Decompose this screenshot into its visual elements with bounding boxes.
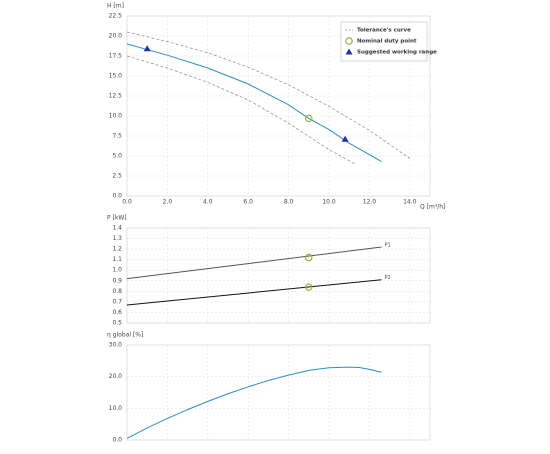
legend-swatch (345, 48, 353, 55)
y-axis-label: H [m] (107, 3, 124, 10)
y-tick-label: 0.0 (112, 437, 122, 444)
curve (126, 366, 382, 439)
x-tick-label: 12.0 (363, 199, 377, 206)
y-tick-label: 0.9 (112, 277, 122, 284)
y-tick-label: 0.0 (112, 193, 122, 200)
series-label: P2 (385, 275, 391, 281)
y-tick-label: 7.5 (112, 133, 122, 140)
x-tick-label: 6.0 (243, 199, 253, 206)
y-tick-label: 30.0 (109, 342, 123, 349)
curve (126, 43, 382, 163)
y-tick-label: 15.0 (109, 73, 123, 80)
y-tick-label: 2.5 (112, 173, 122, 180)
legend-label: Tolerance's curve (357, 28, 411, 34)
legend-label: Nominal duty point (357, 39, 417, 45)
curve (126, 55, 356, 165)
x-tick-label: 2.0 (163, 199, 173, 206)
x-tick-label: 10.0 (322, 199, 336, 206)
plot-area (126, 227, 431, 324)
marker (143, 45, 151, 52)
y-tick-label: 12.5 (109, 93, 123, 100)
y-tick-label: 10.0 (109, 113, 123, 120)
y-tick-label: 1.0 (112, 267, 122, 274)
x-tick-label: 8.0 (284, 199, 294, 206)
y-axis-label: η global [%] (107, 332, 143, 339)
y-tick-label: 1.2 (112, 246, 122, 253)
y-tick-label: 5.0 (112, 153, 122, 160)
y-tick-label: 10.0 (109, 405, 123, 412)
y-tick-label: 0.5 (112, 320, 122, 327)
marker (305, 253, 313, 262)
marker (305, 283, 313, 291)
curve (126, 279, 382, 306)
series-label: P1 (385, 243, 391, 249)
curve (126, 246, 382, 280)
y-tick-label: 0.7 (112, 298, 122, 305)
y-tick-label: 0.8 (112, 288, 122, 295)
x-tick-label: 0.0 (122, 199, 132, 206)
y-axis-label: P [kW] (107, 215, 127, 222)
plot-area (126, 344, 431, 441)
y-tick-label: 0.6 (112, 309, 122, 316)
legend-label: Suggested working range (357, 50, 437, 56)
x-tick-label: 14.0 (403, 199, 417, 206)
y-tick-label: 1.3 (112, 235, 122, 242)
y-tick-label: 17.5 (109, 53, 123, 60)
y-tick-label: 1.4 (112, 225, 122, 232)
y-tick-label: 22.5 (109, 13, 123, 20)
y-tick-label: 20.0 (109, 373, 123, 380)
y-tick-label: 20.0 (109, 33, 123, 40)
x-axis-label: Q [m³/h] (420, 204, 445, 211)
legend-swatch (345, 37, 353, 45)
legend-box (340, 21, 428, 62)
y-tick-label: 1.1 (112, 256, 122, 263)
x-tick-label: 4.0 (203, 199, 213, 206)
marker (305, 114, 313, 123)
curve (126, 31, 410, 159)
marker (341, 135, 349, 142)
